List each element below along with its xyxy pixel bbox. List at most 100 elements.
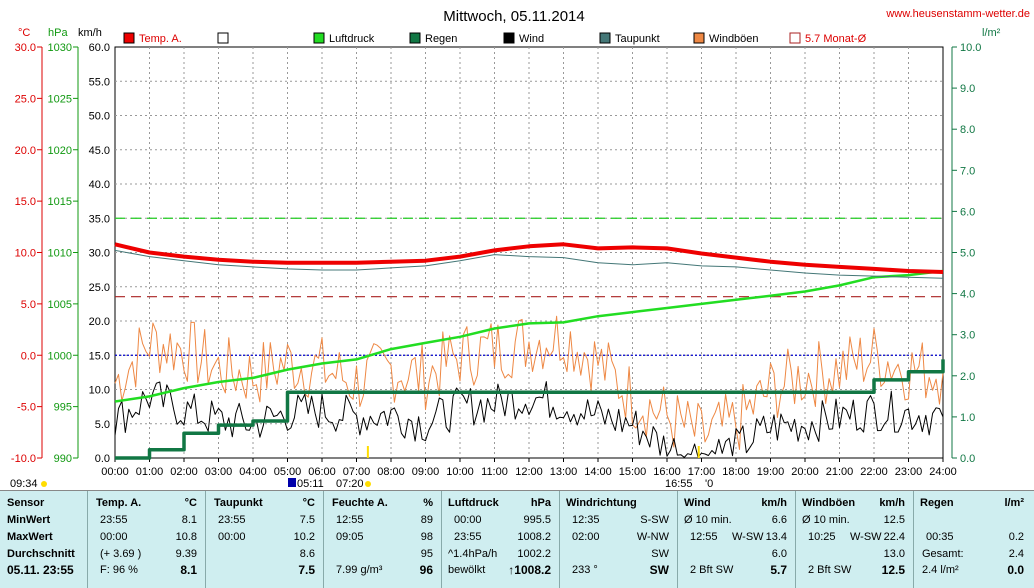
rain-tick-label: 7.0 <box>960 165 975 177</box>
gust-beaufort: 2 Bft SW <box>808 564 852 576</box>
gust-max-dir: W-SW <box>850 531 882 543</box>
press-tick-label: 1015 <box>48 196 72 208</box>
x-tick-label: 04:00 <box>239 466 267 478</box>
x-tick-label: 14:00 <box>584 466 612 478</box>
dew-unit: °C <box>302 497 315 509</box>
sensor-header: Sensor <box>7 497 45 509</box>
rain-tick-label: 4.0 <box>960 289 975 301</box>
press-tick-label: 995 <box>54 402 72 414</box>
hum-min-time: 12:55 <box>336 514 364 526</box>
temp-current: 8.1 <box>180 563 197 577</box>
legend-item <box>217 32 229 44</box>
rain-total-value: 2.4 <box>1008 548 1024 560</box>
press-tick-label: 1030 <box>48 42 72 54</box>
moonset-icon <box>41 481 47 487</box>
x-tick-label: 01:00 <box>136 466 164 478</box>
rain-tick-label: 1.0 <box>960 412 975 424</box>
sunset-time: 16:55 <box>665 478 693 490</box>
dew-header: Taupunkt <box>214 497 263 509</box>
temp-tick-label: -10.0 <box>11 453 36 465</box>
dew-max-value: 10.2 <box>293 531 315 543</box>
rain-current: 0.0 <box>1007 563 1024 577</box>
wind-unit-label: km/h <box>78 27 102 39</box>
statistics-panel: Sensor MinWert MaxWert Durchschnitt 05.1… <box>0 490 1034 588</box>
press-unit: hPa <box>530 497 551 509</box>
press-tick-label: 1020 <box>48 145 72 157</box>
x-tick-label: 20:00 <box>791 466 819 478</box>
x-tick-label: 13:00 <box>550 466 578 478</box>
sunrise-time: 07:20 <box>336 478 364 490</box>
col-dew: Taupunkt °C 23:55 7.5 00:00 10.2 8.6 7.5 <box>206 491 324 588</box>
wind-max-value: 13.4 <box>765 531 787 543</box>
rain-total-label: Gesamt: <box>922 548 964 560</box>
dew-current: 7.5 <box>298 563 315 577</box>
temp-tick-label: 30.0 <box>15 42 36 54</box>
wind-tick-label: 25.0 <box>89 282 110 294</box>
legend-item: Luftdruck <box>313 32 375 45</box>
gust-max-value: 22.4 <box>883 531 905 543</box>
wind-tick-label: 0.0 <box>95 453 110 465</box>
x-tick-label: 12:00 <box>515 466 543 478</box>
chart-grid <box>114 46 944 459</box>
wind-tick-label: 45.0 <box>89 145 110 157</box>
x-tick-label: 08:00 <box>377 466 405 478</box>
temp-tick-label: 20.0 <box>15 145 36 157</box>
temp-avg-delta: (+ 3.69 ) <box>100 548 142 560</box>
weather-chart: Mittwoch, 05.11.2014 www.heusenstamm-wet… <box>10 8 1030 490</box>
min-label: MinWert <box>7 514 51 526</box>
site-url[interactable]: www.heusenstamm-wetter.de <box>885 8 1030 20</box>
x-tick-label: 24:00 <box>929 466 957 478</box>
series-line <box>114 315 944 450</box>
press-tick-label: 1000 <box>48 350 72 362</box>
rain-tick-label: 9.0 <box>960 83 975 95</box>
dew-min-value: 7.5 <box>299 514 315 526</box>
hum-current: 96 <box>419 563 433 577</box>
legend-label: Wind <box>519 33 544 45</box>
avg-label: Durchschnitt <box>7 548 75 560</box>
rain-tick-label: 0.0 <box>960 453 975 465</box>
temp-max-time: 00:00 <box>100 531 128 543</box>
temp-header: Temp. A. <box>96 497 142 509</box>
series-line <box>115 359 945 460</box>
wind-header: Wind <box>684 497 711 509</box>
legend: Temp. A. Luftdruck Regen Wind Taupunkt Windbö… <box>123 32 867 45</box>
col-wind: Wind km/h Ø 10 min. 6.6 12:55 W-SW 13.4 6.0 … <box>678 491 796 588</box>
press-forecast: bewölkt <box>448 564 486 576</box>
rain-tick-label: 2.0 <box>960 371 975 383</box>
wind-max-dir: W-SW <box>732 531 764 543</box>
wind-tick-label: 55.0 <box>89 76 110 88</box>
x-tick-label: 00:00 <box>101 466 129 478</box>
wind-tick-label: 10.0 <box>89 385 110 397</box>
col-temp: Temp. A. °C 23:55 8.1 00:00 10.8 (+ 3.69 ) 9… <box>88 491 206 588</box>
wind-tick-label: 60.0 <box>89 42 110 54</box>
hum-max-time: 09:05 <box>336 531 364 543</box>
col-rain: Regen l/m² 00:35 0.2 Gesamt: 2.4 2.4 l/m² 0.… <box>914 491 1034 588</box>
moonset-time: 09:34 <box>10 478 38 490</box>
chart-axes: 00:00 01:00 02:00 03:00 04:00 05:00 06:00 07:00… <box>11 42 982 478</box>
wind-avg10-value: 6.6 <box>771 514 787 526</box>
series-line <box>114 249 944 279</box>
temp-tick-label: 0.0 <box>21 350 36 362</box>
dew-min-time: 23:55 <box>218 514 246 526</box>
dir-header: Windrichtung <box>566 497 637 509</box>
legend-swatch <box>409 32 421 44</box>
legend-item: Taupunkt <box>599 32 660 45</box>
legend-swatch <box>503 32 515 44</box>
temp-unit: °C <box>184 497 197 509</box>
chart-series <box>114 242 945 460</box>
gust-current: 12.5 <box>881 563 905 577</box>
rain-header: Regen <box>920 497 954 509</box>
press-max-time: 23:55 <box>454 531 482 543</box>
press-tick-label: 1025 <box>48 93 72 105</box>
series-line <box>114 242 944 274</box>
dew-avg-value: 8.6 <box>299 548 315 560</box>
wind-tick-label: 50.0 <box>89 111 110 123</box>
press-header: Luftdruck <box>448 497 499 509</box>
wind-tick-label: 20.0 <box>89 316 110 328</box>
hum-avg-value: 95 <box>420 548 433 560</box>
legend-swatch <box>693 32 705 44</box>
temp-tick-label: 10.0 <box>15 248 36 260</box>
x-tick-label: 15:00 <box>619 466 647 478</box>
wind-max-time: 12:55 <box>690 531 718 543</box>
rain-tick-label: 10.0 <box>960 42 981 54</box>
